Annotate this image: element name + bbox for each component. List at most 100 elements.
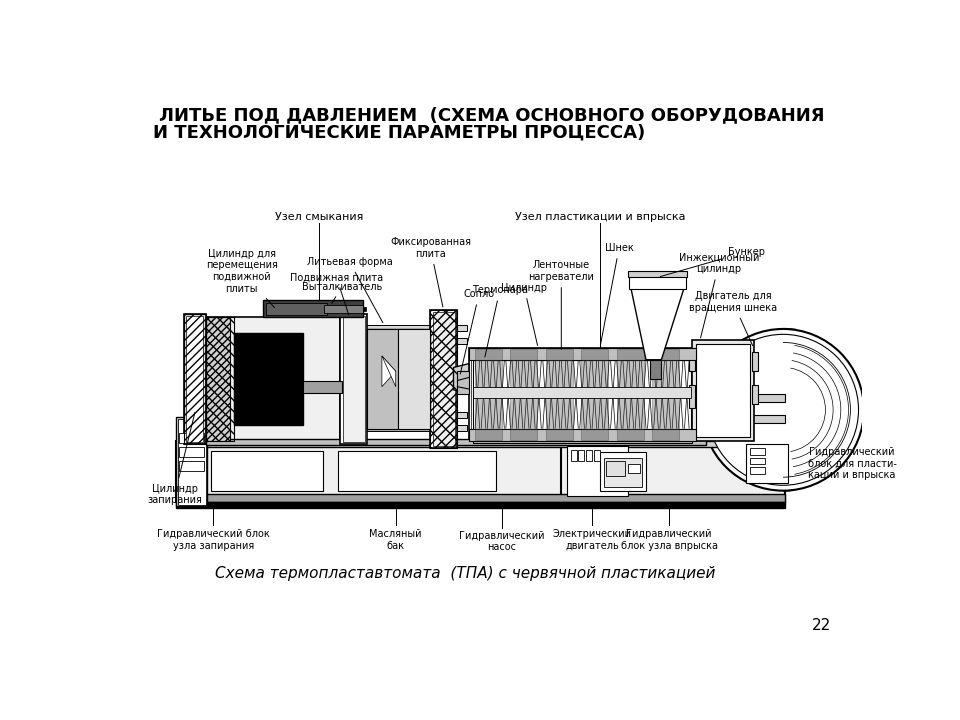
Text: И ТЕХНОЛОГИЧЕСКИЕ ПАРАМЕТРЫ ПРОЦЕССА): И ТЕХНОЛОГИЧЕСКИЕ ПАРАМЕТРЫ ПРОЦЕССА) <box>154 124 646 142</box>
Bar <box>472 437 692 443</box>
Bar <box>475 349 502 440</box>
Bar <box>303 382 342 393</box>
Text: Цилиндр для
перемещения
подвижной
плиты: Цилиндр для перемещения подвижной плиты <box>205 249 277 307</box>
Bar <box>753 385 758 405</box>
Bar <box>511 349 538 440</box>
Bar <box>205 318 340 441</box>
Bar <box>472 360 690 429</box>
Polygon shape <box>382 356 396 387</box>
Bar <box>343 316 365 442</box>
Bar <box>363 307 367 311</box>
Bar <box>750 467 765 474</box>
Bar <box>211 451 323 490</box>
Text: ЛИТЬЕ ПОД ДАВЛЕНИЕМ  (СХЕМА ОСНОВНОГО ОБОРУДОВАНИЯ: ЛИТЬЕ ПОД ДАВЛЕНИЕМ (СХЕМА ОСНОВНОГО ОБО… <box>159 107 825 125</box>
Text: Двигатель для
вращения шнека: Двигатель для вращения шнека <box>688 291 777 346</box>
Bar <box>472 387 690 398</box>
Bar <box>604 457 642 487</box>
Circle shape <box>708 334 858 485</box>
Text: Подвижная плита: Подвижная плита <box>290 272 383 315</box>
Bar <box>234 333 303 426</box>
Bar <box>629 275 686 289</box>
Bar <box>266 303 327 315</box>
Bar <box>578 450 585 462</box>
Bar <box>205 439 706 445</box>
Bar <box>582 349 609 440</box>
Polygon shape <box>205 318 230 441</box>
Circle shape <box>702 329 864 490</box>
Text: Узел пластикации и впрыска: Узел пластикации и впрыска <box>515 212 685 222</box>
Bar <box>746 444 788 483</box>
Bar <box>205 412 468 418</box>
Bar <box>205 325 468 331</box>
Text: Цилиндр
запирания: Цилиндр запирания <box>147 413 203 505</box>
Bar <box>177 441 784 446</box>
Bar <box>562 441 784 502</box>
Bar <box>186 316 204 442</box>
Bar <box>600 452 646 490</box>
Bar <box>750 457 765 464</box>
Bar <box>616 349 644 440</box>
Bar <box>324 305 363 312</box>
Polygon shape <box>631 287 684 360</box>
Bar <box>180 433 204 443</box>
Bar <box>368 329 430 429</box>
Text: Ленточные
нагреватели: Ленточные нагреватели <box>528 261 594 349</box>
Bar <box>180 446 204 456</box>
Bar <box>753 352 758 372</box>
Bar <box>468 348 696 441</box>
Bar <box>262 300 363 318</box>
Bar <box>650 360 661 379</box>
Bar <box>586 450 592 462</box>
Bar <box>708 415 784 423</box>
Text: 22: 22 <box>811 618 830 633</box>
Bar <box>368 329 398 429</box>
Bar <box>433 312 455 446</box>
Bar <box>177 502 784 508</box>
Text: Гидравлический
блок узла впрыска: Гидравлический блок узла впрыска <box>620 529 717 551</box>
Bar <box>205 426 468 431</box>
Text: Инжекционный
цилиндр: Инжекционный цилиндр <box>679 253 759 338</box>
Text: Гидравлический
блок для пласти-
кации и впрыска: Гидравлический блок для пласти- кации и … <box>807 447 897 480</box>
Text: Цилиндр: Цилиндр <box>501 283 547 346</box>
Bar <box>468 348 696 360</box>
Bar <box>692 341 754 441</box>
Bar <box>593 450 600 462</box>
Text: Термопара: Термопара <box>471 285 528 357</box>
Bar <box>338 451 496 490</box>
Bar <box>177 418 207 506</box>
Polygon shape <box>382 356 396 387</box>
Text: Литьевая форма: Литьевая форма <box>306 257 393 323</box>
Bar <box>628 464 639 473</box>
Text: Бункер: Бункер <box>660 247 764 276</box>
Text: Масляный
бак: Масляный бак <box>370 529 422 551</box>
Text: Схема термопластавтомата  (ТПА) с червячной пластикацией: Схема термопластавтомата (ТПА) с червячн… <box>215 565 715 580</box>
Bar <box>471 351 694 438</box>
Bar <box>178 419 205 505</box>
Bar <box>430 310 457 449</box>
Bar <box>628 271 686 277</box>
Text: Выталкиватель: Выталкиватель <box>301 282 382 303</box>
Bar <box>696 344 750 437</box>
Bar <box>566 446 628 496</box>
Text: Электрический
двигатель: Электрический двигатель <box>553 529 632 551</box>
Bar <box>398 329 430 429</box>
Bar <box>689 385 695 408</box>
Bar <box>177 495 784 502</box>
Text: Сопло: Сопло <box>460 289 494 374</box>
Bar <box>546 349 573 440</box>
Bar <box>177 441 784 502</box>
Polygon shape <box>453 364 468 395</box>
Bar <box>689 348 695 372</box>
Text: Шнек: Шнек <box>600 243 634 346</box>
Bar <box>457 372 468 395</box>
Text: Гидравлический блок
узла запирания: Гидравлический блок узла запирания <box>156 529 270 551</box>
Bar <box>750 449 765 455</box>
Text: Фиксированная
плита: Фиксированная плита <box>390 238 471 307</box>
Text: Узел смыкания: Узел смыкания <box>275 212 363 222</box>
Bar <box>184 313 205 444</box>
Bar <box>340 313 368 444</box>
Bar <box>606 461 625 476</box>
Bar <box>570 450 577 462</box>
Bar <box>708 395 784 402</box>
Text: Гидравлический
насос: Гидравлический насос <box>459 531 544 552</box>
